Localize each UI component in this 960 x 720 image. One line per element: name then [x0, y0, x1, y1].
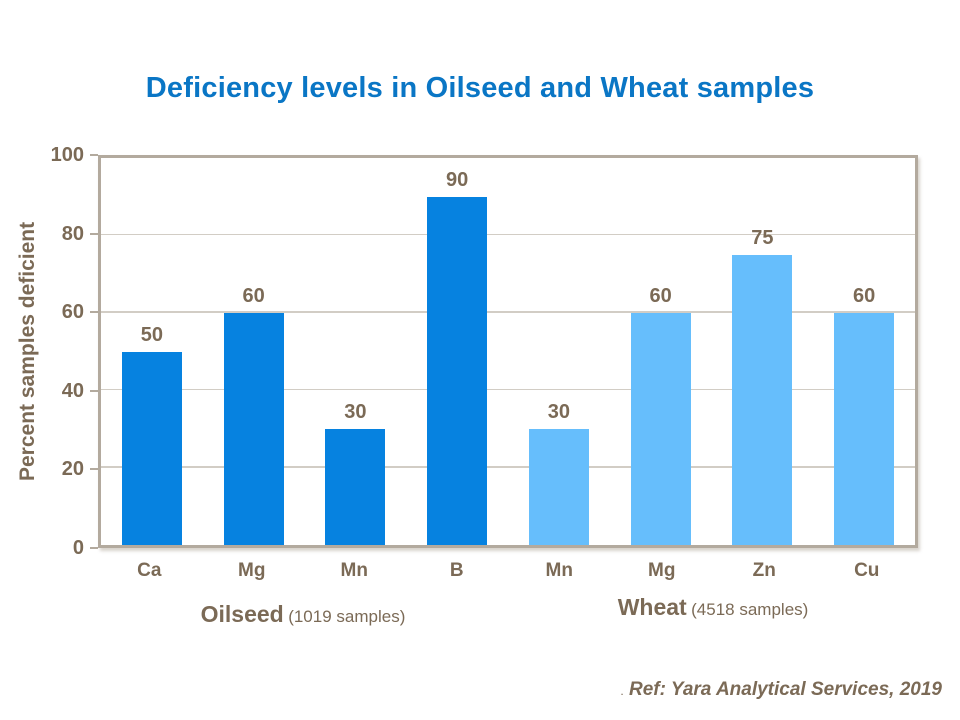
gridline-80 — [101, 233, 915, 236]
reference-prefix-dot: . — [620, 684, 624, 698]
y-tick-label-40: 40 — [61, 379, 84, 402]
y-tick-label-80: 80 — [61, 222, 84, 245]
x-axis-label-mn: Mn — [545, 560, 573, 581]
group-samples-wheat: (4518 samples) — [691, 600, 809, 619]
y-tick-label-20: 20 — [61, 458, 84, 481]
y-tick-label-100: 100 — [50, 144, 84, 166]
y-axis-tick-marks — [90, 154, 98, 549]
x-axis-label-mg: Mg — [238, 560, 266, 581]
bar-slot-oilseed-ca: 50 — [101, 158, 203, 545]
bar-value-label: 30 — [344, 400, 367, 423]
y-tick-mark-20 — [90, 468, 98, 471]
x-axis-label-b: B — [449, 560, 464, 581]
group-label-oilseed: Oilseed (1019 samples) — [98, 601, 508, 628]
gridline-20 — [101, 466, 915, 468]
bar-value-label: 50 — [140, 323, 163, 346]
bar-wheat-zn — [732, 254, 793, 545]
bar-value-label: 60 — [242, 284, 265, 307]
y-tick-mark-40 — [90, 389, 98, 392]
bar-wheat-mn — [528, 428, 589, 545]
x-axis-label-zn: Zn — [752, 560, 776, 581]
bar-wheat-cu — [834, 312, 895, 545]
group-name-oilseed: Oilseed — [200, 601, 284, 627]
bar-oilseed-ca — [121, 351, 182, 545]
y-tick-mark-80 — [90, 232, 98, 235]
y-tick-mark-60 — [90, 311, 98, 314]
plot-area: 50 60 30 90 30 60 75 60 — [98, 155, 918, 548]
bar-slot-wheat-mg: 60 — [610, 158, 712, 545]
x-axis-label-mg: Mg — [648, 560, 676, 581]
bar-slot-oilseed-b: 90 — [406, 158, 508, 545]
bar-oilseed-mg — [223, 312, 284, 545]
bars-container: 50 60 30 90 30 60 75 60 — [101, 158, 915, 545]
reference-note: . Ref: Yara Analytical Services, 2019 — [620, 679, 942, 701]
y-tick-mark-0 — [90, 547, 98, 549]
y-tick-label-0: 0 — [72, 537, 84, 559]
bar-slot-wheat-mn: 30 — [508, 158, 610, 545]
gridline-40 — [101, 388, 915, 391]
x-axis-label-mn: Mn — [340, 560, 368, 581]
bar-slot-oilseed-mn: 30 — [305, 158, 407, 545]
y-axis-tick-labels: 0 20 40 60 80 100 — [0, 144, 84, 559]
gridline-60 — [101, 311, 915, 313]
bar-value-label: 30 — [547, 400, 570, 423]
chart-title: Deficiency levels in Oilseed and Wheat s… — [145, 72, 815, 104]
x-axis-label-cu: Cu — [854, 560, 880, 581]
bar-slot-wheat-zn: 75 — [712, 158, 814, 545]
bar-oilseed-mn — [325, 428, 386, 545]
group-name-wheat: Wheat — [617, 594, 687, 620]
x-axis-label-ca: Ca — [137, 560, 162, 581]
bar-value-label: 90 — [446, 168, 469, 191]
bar-slot-oilseed-mg: 60 — [203, 158, 305, 545]
bar-value-label: 75 — [751, 226, 774, 249]
bar-slot-wheat-cu: 60 — [813, 158, 915, 545]
bar-wheat-mg — [630, 312, 691, 545]
y-tick-label-60: 60 — [61, 301, 84, 324]
bar-value-label: 60 — [853, 284, 876, 307]
bar-oilseed-b — [427, 196, 488, 545]
x-axis-labels: Ca Mg Mn B Mn Mg Zn Cu — [98, 560, 918, 582]
group-label-wheat: Wheat (4518 samples) — [508, 594, 918, 621]
bar-value-label: 60 — [649, 284, 672, 307]
group-samples-oilseed: (1019 samples) — [288, 607, 406, 626]
reference-text: Ref: Yara Analytical Services, 2019 — [629, 679, 942, 700]
y-tick-mark-100 — [90, 154, 98, 156]
